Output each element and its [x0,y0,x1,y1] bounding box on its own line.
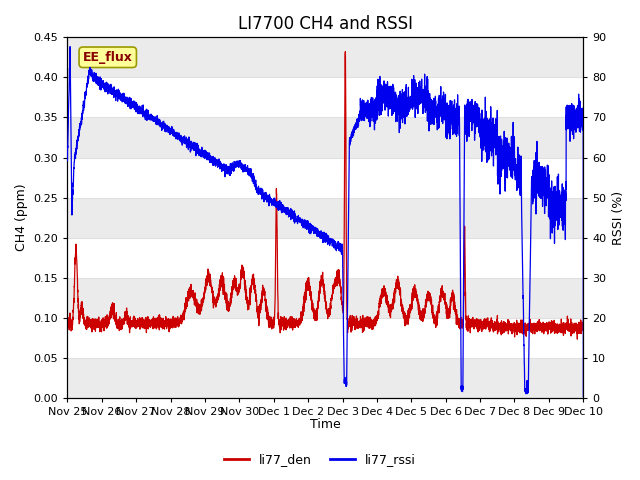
Bar [67,37,583,77]
Text: EE_flux: EE_flux [83,51,132,64]
Y-axis label: CH4 (ppm): CH4 (ppm) [15,184,28,252]
Bar [67,198,583,238]
Bar [67,358,583,398]
Title: LI7700 CH4 and RSSI: LI7700 CH4 and RSSI [238,15,413,33]
Bar [67,118,583,157]
Bar [67,278,583,318]
Legend: li77_den, li77_rssi: li77_den, li77_rssi [219,448,421,471]
Y-axis label: RSSI (%): RSSI (%) [612,191,625,245]
X-axis label: Time: Time [310,419,340,432]
